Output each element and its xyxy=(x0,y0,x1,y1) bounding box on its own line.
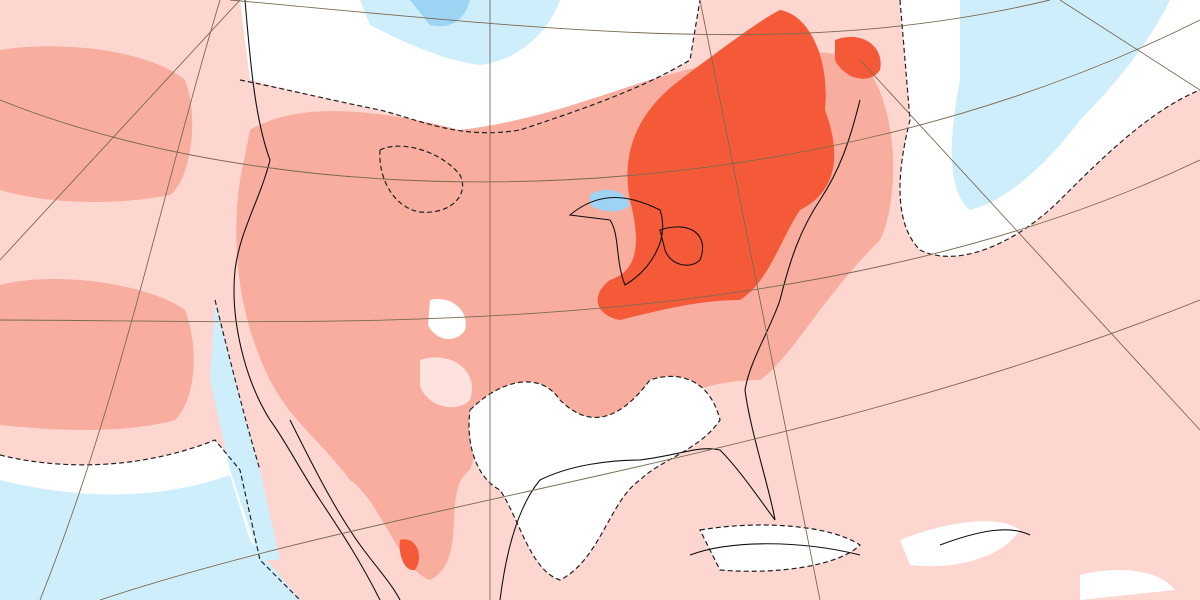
contour xyxy=(0,439,301,600)
coastline xyxy=(499,99,861,600)
graticule xyxy=(1059,0,1200,91)
hot-region xyxy=(399,539,420,571)
neutral-region xyxy=(560,0,700,56)
contour xyxy=(214,299,261,471)
graticule xyxy=(39,0,221,600)
neutral-region xyxy=(428,299,466,340)
lake-shore xyxy=(659,226,704,266)
cool-region xyxy=(210,300,280,560)
contour xyxy=(899,0,1200,257)
coastline xyxy=(233,0,381,600)
neutral-region xyxy=(900,521,1020,567)
hot-region xyxy=(597,10,835,320)
graticule xyxy=(0,19,1200,183)
contour xyxy=(699,524,861,572)
cold-region xyxy=(410,0,470,27)
coastline xyxy=(689,529,1031,556)
neutral-region xyxy=(1080,570,1175,600)
neutral-region xyxy=(420,357,472,408)
contour xyxy=(468,375,721,581)
cold-lake xyxy=(590,189,630,212)
graticule xyxy=(0,0,241,261)
contour xyxy=(379,145,464,213)
cool-region xyxy=(951,0,1170,210)
graticule xyxy=(99,299,1200,600)
warm-region xyxy=(0,279,194,430)
coastline xyxy=(289,419,401,600)
contour xyxy=(239,0,701,134)
neutral-region xyxy=(700,525,860,572)
graticule xyxy=(229,0,1051,36)
graticule xyxy=(859,59,1200,431)
warm-region xyxy=(0,46,193,202)
hot-region xyxy=(835,36,881,79)
lake-shore xyxy=(568,197,664,286)
graticule xyxy=(699,0,821,600)
neutral-region xyxy=(469,376,720,580)
